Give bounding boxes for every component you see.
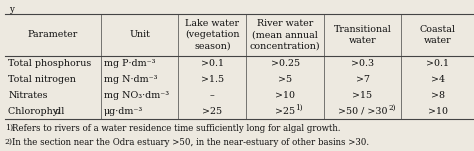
Text: >0.25: >0.25 — [271, 59, 300, 68]
Text: Refers to rivers of a water residence time sufficiently long for algal growth.: Refers to rivers of a water residence ti… — [12, 124, 341, 133]
Text: mg NO₃·dm⁻³: mg NO₃·dm⁻³ — [104, 91, 169, 100]
Text: >50 / >30: >50 / >30 — [338, 107, 387, 116]
Text: >25: >25 — [202, 107, 222, 116]
Text: mg N·dm⁻³: mg N·dm⁻³ — [104, 75, 157, 84]
Text: >10: >10 — [275, 91, 295, 100]
Text: >15: >15 — [353, 91, 373, 100]
Text: 2): 2) — [388, 104, 396, 112]
Text: >4: >4 — [431, 75, 445, 84]
Text: Lake water
(vegetation
season): Lake water (vegetation season) — [185, 19, 240, 50]
Text: μg·dm⁻³: μg·dm⁻³ — [104, 107, 143, 116]
Text: –: – — [210, 91, 215, 100]
Text: >7: >7 — [356, 75, 370, 84]
Text: >10: >10 — [428, 107, 447, 116]
Text: >0.1: >0.1 — [426, 59, 449, 68]
Text: Transitional
water: Transitional water — [334, 25, 392, 45]
Text: >25: >25 — [275, 107, 295, 116]
Text: >8: >8 — [431, 91, 445, 100]
Text: In the section near the Odra estuary >50, in the near-estuary of other basins >3: In the section near the Odra estuary >50… — [12, 138, 369, 147]
Text: mg P·dm⁻³: mg P·dm⁻³ — [104, 59, 155, 68]
Text: Parameter: Parameter — [27, 30, 78, 39]
Text: Unit: Unit — [129, 30, 150, 39]
Text: >0.3: >0.3 — [351, 59, 374, 68]
Text: River water
(mean annual
concentration): River water (mean annual concentration) — [250, 19, 320, 50]
Text: Total phosphorus: Total phosphorus — [9, 59, 92, 68]
Text: y: y — [9, 5, 14, 14]
Text: >0.1: >0.1 — [201, 59, 224, 68]
Text: Total nitrogen: Total nitrogen — [9, 75, 76, 84]
Text: Nitrates: Nitrates — [9, 91, 48, 100]
Text: >1.5: >1.5 — [201, 75, 224, 84]
Text: a: a — [55, 107, 60, 116]
Text: Coastal
water: Coastal water — [419, 25, 456, 45]
Text: 1): 1) — [5, 124, 13, 132]
Text: 1): 1) — [295, 104, 303, 112]
Text: Chlorophyll: Chlorophyll — [9, 107, 68, 116]
Text: >5: >5 — [278, 75, 292, 84]
Text: 2): 2) — [5, 138, 13, 146]
